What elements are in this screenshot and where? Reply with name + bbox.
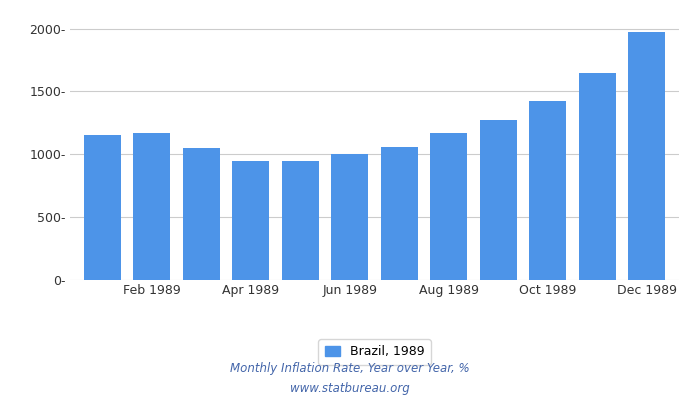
Bar — [529, 102, 566, 280]
Bar — [629, 32, 666, 280]
Bar — [381, 147, 418, 280]
Legend: Brazil, 1989: Brazil, 1989 — [318, 339, 430, 364]
Bar — [83, 136, 120, 280]
Bar — [331, 154, 368, 280]
Bar — [430, 133, 468, 280]
Bar — [480, 120, 517, 280]
Bar — [281, 160, 318, 280]
Bar — [579, 72, 616, 280]
Bar — [133, 133, 170, 280]
Text: www.statbureau.org: www.statbureau.org — [290, 382, 410, 395]
Bar — [183, 148, 220, 280]
Text: Monthly Inflation Rate, Year over Year, %: Monthly Inflation Rate, Year over Year, … — [230, 362, 470, 375]
Bar — [232, 160, 270, 280]
